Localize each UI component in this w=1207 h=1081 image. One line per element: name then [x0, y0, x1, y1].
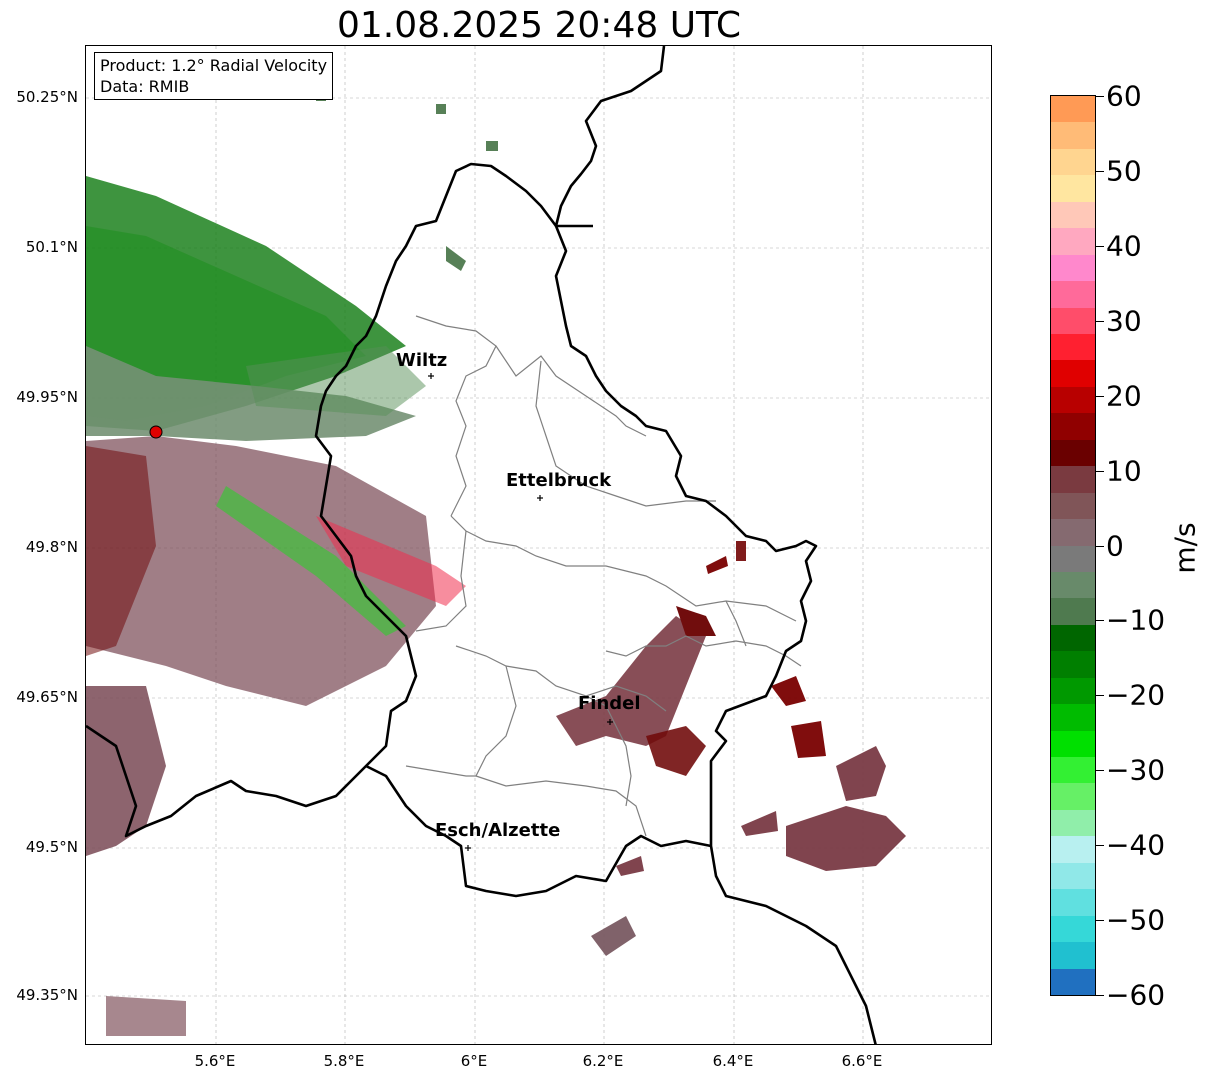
lat-tick-label: 50.25°N — [16, 88, 78, 106]
colorbar-band — [1051, 545, 1095, 573]
product-info-box: Product: 1.2° Radial Velocity Data: RMIB — [94, 52, 334, 100]
colorbar-band — [1051, 148, 1095, 177]
colorbar-tick-label: −60 — [1106, 978, 1166, 1012]
colorbar-tick-label: 30 — [1106, 304, 1142, 338]
national-borders — [86, 46, 877, 1044]
colorbar-band — [1051, 360, 1095, 388]
city-markers — [428, 373, 613, 851]
colorbar-band — [1051, 730, 1095, 759]
city-label-wiltz: Wiltz — [396, 350, 448, 371]
colorbar-band — [1051, 704, 1095, 732]
radar-echoes — [86, 91, 906, 1036]
colorbar-tick-label: 60 — [1106, 79, 1142, 113]
colorbar-band — [1051, 968, 1095, 995]
colorbar-band — [1051, 836, 1095, 864]
city-label-esch-alzette: Esch/Alzette — [435, 820, 561, 841]
colorbar-band — [1051, 492, 1095, 521]
colorbar-band — [1051, 783, 1095, 811]
lon-tick-label: 6.2°E — [582, 1052, 624, 1070]
colorbar-band — [1051, 862, 1095, 891]
colorbar-band — [1051, 598, 1095, 626]
city-label-findel: Findel — [578, 693, 641, 714]
colorbar-unit-label: m/s — [1168, 522, 1202, 574]
canton-borders — [405, 315, 802, 837]
data-source-label: Data: RMIB — [100, 77, 190, 96]
colorbar-band — [1051, 333, 1095, 362]
lat-tick-label: 49.5°N — [25, 838, 78, 856]
colorbar-band — [1051, 466, 1095, 494]
colorbar-band — [1051, 386, 1095, 415]
velocity-colorbar — [1050, 95, 1096, 996]
colorbar-tick-label: 20 — [1106, 379, 1142, 413]
lon-tick-label: 6.6°E — [841, 1052, 883, 1070]
lat-tick-label: 49.65°N — [16, 688, 78, 706]
colorbar-tick-label: 10 — [1106, 454, 1142, 488]
colorbar-tick — [1096, 920, 1104, 922]
colorbar-band — [1051, 439, 1095, 468]
colorbar-tick-label: −50 — [1106, 903, 1166, 937]
colorbar-band — [1051, 175, 1095, 203]
colorbar-tick — [1096, 170, 1104, 172]
colorbar-band — [1051, 201, 1095, 230]
colorbar-tick — [1096, 320, 1104, 322]
colorbar-tick-label: 50 — [1106, 154, 1142, 188]
lon-tick-label: 6.4°E — [712, 1052, 754, 1070]
colorbar-band — [1051, 915, 1095, 944]
colorbar-tick — [1096, 96, 1104, 97]
colorbar-tick — [1096, 770, 1104, 772]
map-title: 01.08.2025 20:48 UTC — [336, 5, 742, 46]
colorbar-tick — [1096, 395, 1104, 397]
colorbar-band — [1051, 651, 1095, 679]
colorbar-tick-label: 0 — [1106, 529, 1124, 562]
lat-tick-label: 50.1°N — [25, 238, 78, 256]
colorbar-band — [1051, 571, 1095, 600]
colorbar-band — [1051, 757, 1095, 785]
radar-site-marker — [149, 425, 163, 439]
lat-tick-label: 49.95°N — [16, 388, 78, 406]
colorbar-tick-label: −10 — [1106, 603, 1166, 637]
colorbar-band — [1051, 677, 1095, 706]
city-label-ettelbruck: Ettelbruck — [506, 470, 612, 491]
colorbar-band — [1051, 96, 1095, 124]
colorbar-tick — [1096, 245, 1104, 247]
map-panel[interactable] — [85, 45, 992, 1045]
product-label: Product: 1.2° Radial Velocity — [100, 56, 328, 75]
colorbar-tick-label: −20 — [1106, 678, 1166, 712]
colorbar-tick — [1096, 470, 1104, 472]
colorbar-band — [1051, 228, 1095, 256]
colorbar-tick — [1096, 545, 1104, 547]
lon-tick-label: 5.8°E — [323, 1052, 365, 1070]
colorbar-band — [1051, 942, 1095, 970]
lon-tick-label: 6°E — [460, 1052, 488, 1070]
colorbar-band — [1051, 519, 1095, 547]
colorbar-band — [1051, 254, 1095, 283]
colorbar-band — [1051, 413, 1095, 441]
colorbar-band — [1051, 307, 1095, 335]
colorbar-tick-label: 40 — [1106, 229, 1142, 263]
colorbar-tick-label: −40 — [1106, 828, 1166, 862]
colorbar-band — [1051, 624, 1095, 653]
colorbar-tick — [1096, 695, 1104, 697]
lat-tick-label: 49.35°N — [16, 986, 78, 1004]
lat-tick-label: 49.8°N — [25, 538, 78, 556]
radar-map — [86, 46, 991, 1044]
colorbar-tick — [1096, 995, 1104, 996]
colorbar-tick — [1096, 845, 1104, 847]
colorbar-tick — [1096, 620, 1104, 622]
colorbar-band — [1051, 809, 1095, 838]
colorbar-tick-label: −30 — [1106, 753, 1166, 787]
colorbar-band — [1051, 281, 1095, 309]
lon-tick-label: 5.6°E — [194, 1052, 236, 1070]
colorbar-band — [1051, 122, 1095, 150]
colorbar-band — [1051, 889, 1095, 917]
